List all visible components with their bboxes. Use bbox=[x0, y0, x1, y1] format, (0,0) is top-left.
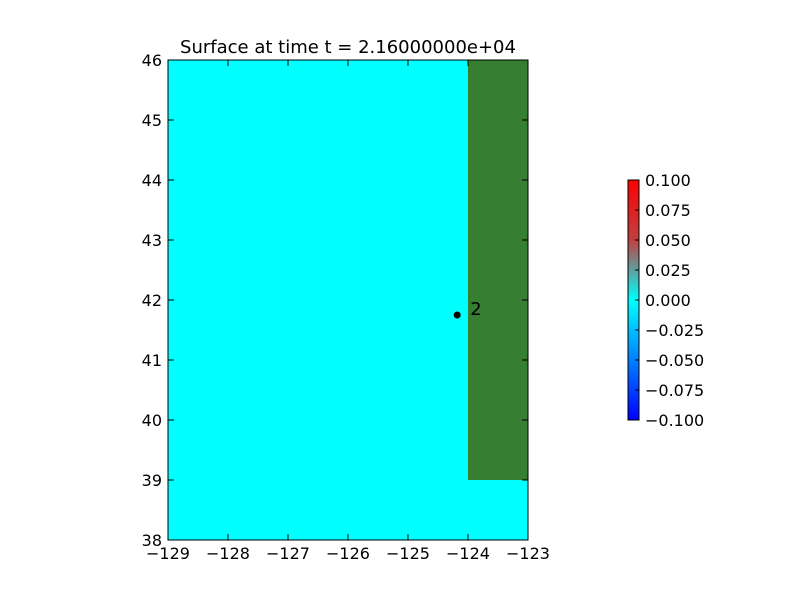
x-tick-label: −128 bbox=[206, 544, 250, 563]
x-tick-label: −126 bbox=[326, 544, 370, 563]
colorbar-tick-label: −0.075 bbox=[645, 381, 704, 400]
gauge-marker bbox=[453, 311, 461, 319]
x-tick-label: −124 bbox=[446, 544, 490, 563]
y-tick-label: 41 bbox=[142, 351, 162, 370]
y-tick-label: 46 bbox=[142, 51, 162, 70]
y-tick-label: 39 bbox=[142, 471, 162, 490]
colorbar-tick-label: −0.025 bbox=[645, 321, 704, 340]
x-tick-label: −123 bbox=[506, 544, 550, 563]
chart-title: Surface at time t = 2.16000000e+04 bbox=[180, 37, 516, 58]
colorbar-tick-label: −0.050 bbox=[645, 351, 704, 370]
gauge-label: 2 bbox=[470, 299, 481, 320]
y-tick-label: 38 bbox=[142, 531, 162, 550]
region-land bbox=[468, 60, 528, 480]
colorbar-tick-label: 0.025 bbox=[645, 261, 691, 280]
plot-area: −129 −128 −127 −126 −125 −124 −123 38 39 40 41 42 43… bbox=[142, 51, 550, 563]
x-tick-label: −125 bbox=[386, 544, 430, 563]
colorbar-tick-label: 0.050 bbox=[645, 231, 691, 250]
y-tick-label: 42 bbox=[142, 291, 162, 310]
colorbar-tick-label: −0.100 bbox=[645, 411, 704, 430]
colorbar-tick-label: 0.100 bbox=[645, 171, 691, 190]
y-tick-label: 40 bbox=[142, 411, 162, 430]
y-tick-label: 43 bbox=[142, 231, 162, 250]
x-tick-label: −129 bbox=[146, 544, 190, 563]
y-tick-label: 45 bbox=[142, 111, 162, 130]
x-tick-label: −127 bbox=[266, 544, 310, 563]
y-tick-label: 44 bbox=[142, 171, 162, 190]
colorbar: 0.100 0.075 0.050 0.025 0.000 −0.025 −0.050 −0.… bbox=[627, 171, 704, 430]
colorbar-tick-label: 0.075 bbox=[645, 201, 691, 220]
colorbar-tick-label: 0.000 bbox=[645, 291, 691, 310]
